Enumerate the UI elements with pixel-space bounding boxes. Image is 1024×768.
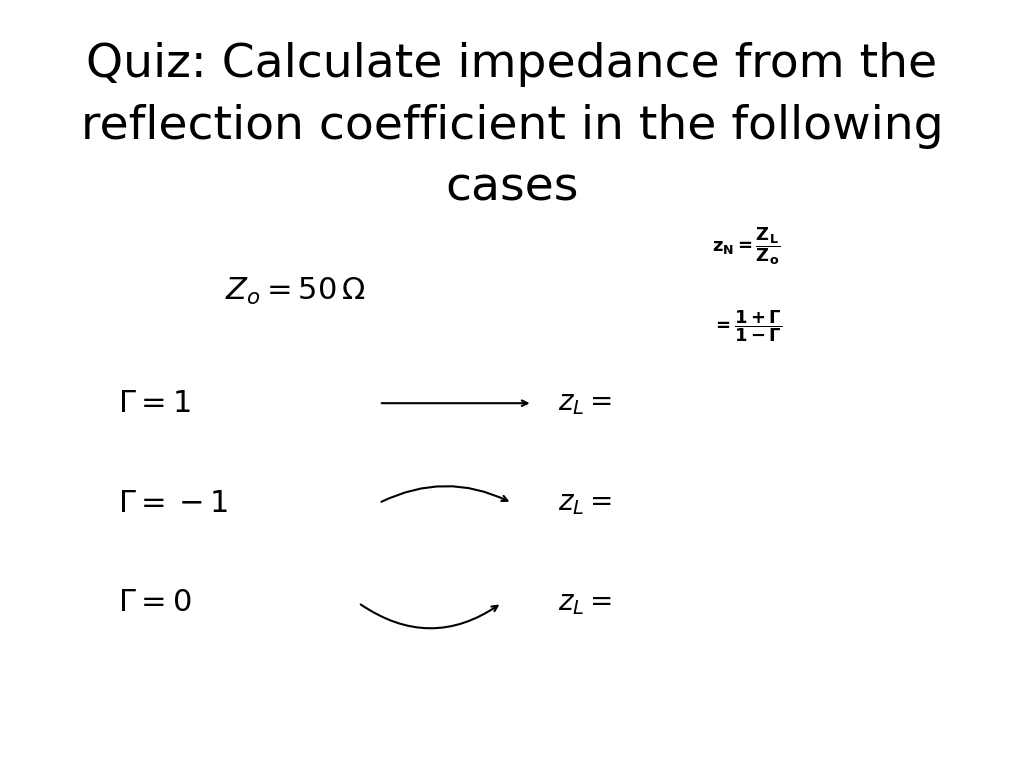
Text: $\mathit{\Gamma = -1}$: $\mathit{\Gamma = -1}$ [118, 488, 228, 518]
Text: cases: cases [445, 165, 579, 210]
Text: $\mathit{Z_o = 50\,\Omega}$: $\mathit{Z_o = 50\,\Omega}$ [225, 276, 367, 307]
Text: $\mathit{z_L =}$: $\mathit{z_L =}$ [558, 389, 612, 417]
Text: $\mathbf{= \dfrac{1 + \Gamma}{1 - \Gamma}}$: $\mathbf{= \dfrac{1 + \Gamma}{1 - \Gamma… [712, 309, 782, 344]
Text: $\mathit{\Gamma = 0}$: $\mathit{\Gamma = 0}$ [118, 588, 191, 617]
Text: $\mathit{z_L =}$: $\mathit{z_L =}$ [558, 489, 612, 517]
Text: Quiz: Calculate impedance from the: Quiz: Calculate impedance from the [86, 42, 938, 88]
Text: $\mathit{z_L =}$: $\mathit{z_L =}$ [558, 589, 612, 617]
Text: reflection coefficient in the following: reflection coefficient in the following [81, 104, 943, 149]
Text: $\mathbf{z_N = \dfrac{Z_L}{Z_o}}$: $\mathbf{z_N = \dfrac{Z_L}{Z_o}}$ [712, 225, 780, 266]
Text: $\mathit{\Gamma = 1}$: $\mathit{\Gamma = 1}$ [118, 389, 190, 418]
